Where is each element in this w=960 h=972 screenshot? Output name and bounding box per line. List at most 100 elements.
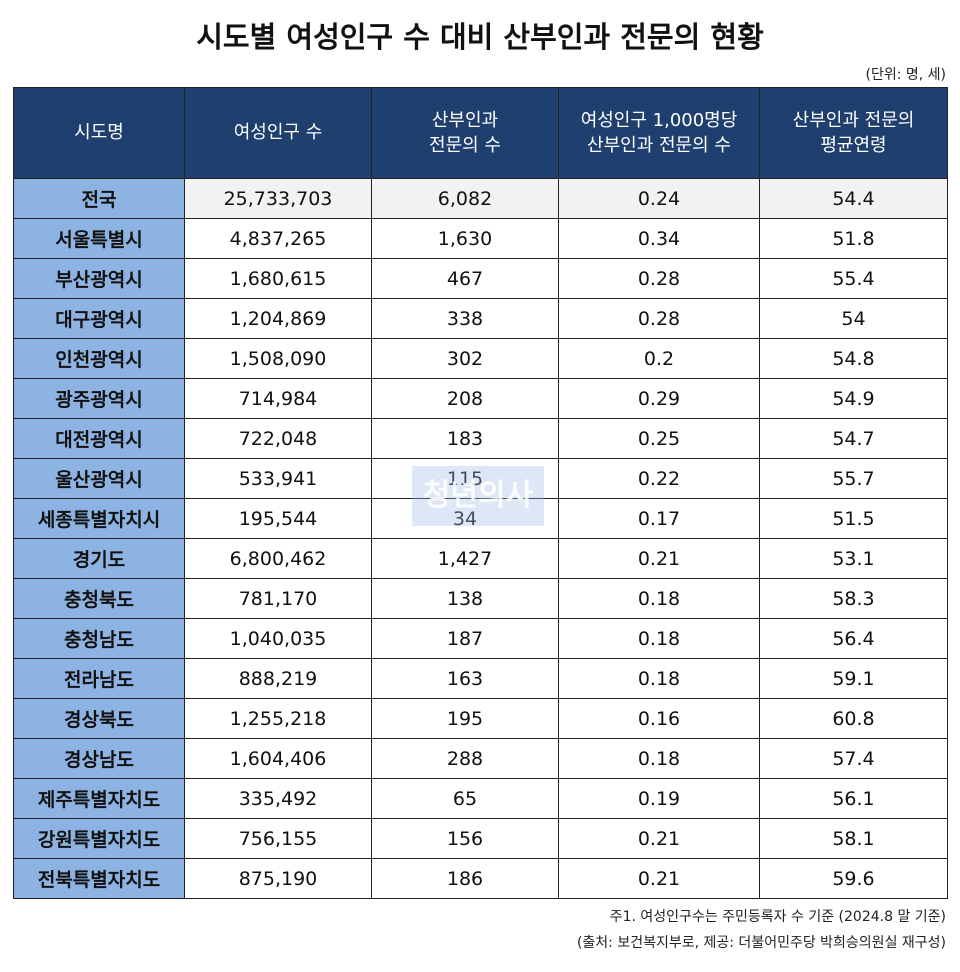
header-cell: 산부인과 전문의 수 [371,87,559,179]
value-cell: 1,680,615 [184,258,372,299]
header-row: 시도명 여성인구 수 산부인과 전문의 수 여성인구 1,000명당 산부인과 전문의… [13,87,948,179]
value-cell: 58.3 [759,578,948,619]
region-cell: 인천광역시 [13,338,185,379]
region-cell: 전북특별자치도 [13,858,185,899]
value-cell: 0.17 [558,498,760,539]
value-cell: 0.22 [558,458,760,499]
value-cell: 54.8 [759,338,948,379]
watermark: 청년의사 [412,466,544,526]
table-row: 대전광역시 722,048 183 0.25 54.7 [13,418,948,459]
value-cell: 302 [371,338,559,379]
table-row: 제주특별자치도 335,492 65 0.19 56.1 [13,778,948,819]
table-row: 전북특별자치도 875,190 186 0.21 59.6 [13,858,948,899]
table-row: 전국 25,733,703 6,082 0.24 54.4 [13,178,948,219]
value-cell: 6,082 [371,178,559,219]
header-cell: 여성인구 1,000명당 산부인과 전문의 수 [558,87,760,179]
value-cell: 25,733,703 [184,178,372,219]
value-cell: 0.29 [558,378,760,419]
unit-note: (단위: 명, 세) [865,67,946,83]
table-body: 전국 25,733,703 6,082 0.24 54.4 서울특별시 4,837,265 1… [13,178,948,899]
table-row: 강원특별자치도 756,155 156 0.21 58.1 [13,818,948,859]
table-row: 인천광역시 1,508,090 302 0.2 54.8 [13,338,948,379]
header-cell: 시도명 [13,87,185,179]
value-cell: 53.1 [759,538,948,579]
value-cell: 0.21 [558,538,760,579]
value-cell: 0.21 [558,818,760,859]
table-row: 경상남도 1,604,406 288 0.18 57.4 [13,738,948,779]
title: 시도별 여성인구 수 대비 산부인과 전문의 현황 [196,20,764,54]
value-cell: 0.18 [558,578,760,619]
value-cell: 1,604,406 [184,738,372,779]
value-cell: 0.18 [558,618,760,659]
region-cell: 제주특별자치도 [13,778,185,819]
value-cell: 195 [371,698,559,739]
value-cell: 0.21 [558,858,760,899]
value-cell: 1,427 [371,538,559,579]
value-cell: 59.1 [759,658,948,699]
header-cell: 산부인과 전문의 평균연령 [759,87,948,179]
value-cell: 1,204,869 [184,298,372,339]
region-cell: 전라남도 [13,658,185,699]
value-cell: 55.4 [759,258,948,299]
footnote: 주1. 여성인구수는 주민등록자 수 기준 (2024.8 말 기준) [609,909,946,925]
value-cell: 1,040,035 [184,618,372,659]
region-cell: 경상남도 [13,738,185,779]
value-cell: 183 [371,418,559,459]
value-cell: 195,544 [184,498,372,539]
region-cell: 세종특별자치시 [13,498,185,539]
value-cell: 338 [371,298,559,339]
value-cell: 65 [371,778,559,819]
table-row: 울산광역시 533,941 115 0.22 55.7 [13,458,948,499]
value-cell: 54.9 [759,378,948,419]
value-cell: 0.16 [558,698,760,739]
region-cell: 충청북도 [13,578,185,619]
value-cell: 54.7 [759,418,948,459]
value-cell: 0.28 [558,258,760,299]
table-row: 전라남도 888,219 163 0.18 59.1 [13,658,948,699]
value-cell: 288 [371,738,559,779]
value-cell: 722,048 [184,418,372,459]
value-cell: 163 [371,658,559,699]
value-cell: 58.1 [759,818,948,859]
value-cell: 59.6 [759,858,948,899]
value-cell: 1,630 [371,218,559,259]
table-row: 세종특별자치시 195,544 34 0.17 51.5 [13,498,948,539]
value-cell: 54.4 [759,178,948,219]
region-cell: 울산광역시 [13,458,185,499]
source-note: (출처: 보건복지부로, 제공: 더불어민주당 박희승의원실 재구성) [576,935,946,951]
value-cell: 781,170 [184,578,372,619]
value-cell: 4,837,265 [184,218,372,259]
value-cell: 467 [371,258,559,299]
table-row: 부산광역시 1,680,615 467 0.28 55.4 [13,258,948,299]
value-cell: 51.8 [759,218,948,259]
value-cell: 335,492 [184,778,372,819]
region-cell: 전국 [13,178,185,219]
value-cell: 54 [759,298,948,339]
value-cell: 0.28 [558,298,760,339]
region-cell: 광주광역시 [13,378,185,419]
value-cell: 138 [371,578,559,619]
region-cell: 서울특별시 [13,218,185,259]
table-row: 광주광역시 714,984 208 0.29 54.9 [13,378,948,419]
table-row: 경상북도 1,255,218 195 0.16 60.8 [13,698,948,739]
value-cell: 34 [371,498,559,539]
region-cell: 대구광역시 [13,298,185,339]
value-cell: 0.2 [558,338,760,379]
value-cell: 56.1 [759,778,948,819]
value-cell: 0.19 [558,778,760,819]
value-cell: 875,190 [184,858,372,899]
value-cell: 6,800,462 [184,538,372,579]
value-cell: 0.24 [558,178,760,219]
region-cell: 강원특별자치도 [13,818,185,859]
table-row: 서울특별시 4,837,265 1,630 0.34 51.8 [13,218,948,259]
value-cell: 60.8 [759,698,948,739]
value-cell: 0.34 [558,218,760,259]
value-cell: 0.18 [558,738,760,779]
value-cell: 187 [371,618,559,659]
value-cell: 186 [371,858,559,899]
value-cell: 156 [371,818,559,859]
region-cell: 경상북도 [13,698,185,739]
table-row: 경기도 6,800,462 1,427 0.21 53.1 [13,538,948,579]
header-cell: 여성인구 수 [184,87,372,179]
